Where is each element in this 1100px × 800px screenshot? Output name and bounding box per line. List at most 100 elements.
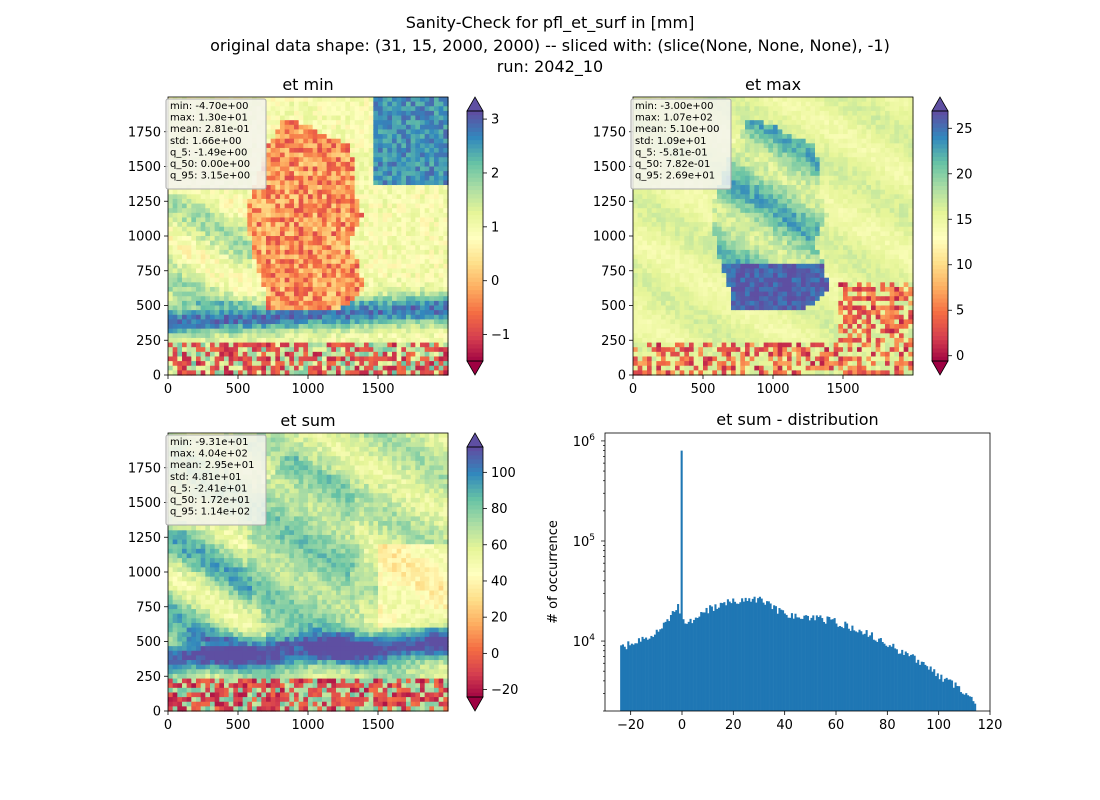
heatmap-cell <box>242 203 248 209</box>
heatmap-cell <box>396 249 402 256</box>
heatmap-cell <box>172 249 178 256</box>
heatmap-cell <box>665 361 671 367</box>
heatmap-cell <box>172 337 178 344</box>
heatmap-cell <box>731 189 737 195</box>
heatmap-cell <box>373 314 379 320</box>
heatmap-cell <box>406 240 412 246</box>
heatmap-cell <box>331 273 337 279</box>
heatmap-cell <box>266 217 272 223</box>
heatmap-cell <box>438 106 444 112</box>
heatmap-cell <box>270 314 276 320</box>
heatmap-cell <box>326 305 332 311</box>
heatmap-cell <box>392 180 398 186</box>
heatmap-cell <box>364 236 370 242</box>
heatmap-cell <box>665 310 671 316</box>
heatmap-cell <box>387 333 393 339</box>
heatmap-cell <box>401 194 407 200</box>
heatmap-cell <box>289 129 295 135</box>
heatmap-cell <box>303 356 309 362</box>
heatmap-cell <box>186 245 192 251</box>
heatmap-cell <box>424 124 430 131</box>
heatmap-cell <box>661 268 667 274</box>
heatmap-cell <box>168 277 174 283</box>
heatmap-cell <box>633 310 639 316</box>
heatmap-cell <box>252 240 258 246</box>
heatmap-cell <box>670 356 676 362</box>
heatmap-cell <box>642 236 648 242</box>
heatmap-cell <box>364 194 370 200</box>
heatmap-cell <box>410 217 416 223</box>
heatmap-cell <box>238 236 244 242</box>
heatmap-cell <box>396 268 402 274</box>
heatmap-cell <box>401 324 407 330</box>
heatmap-cell <box>228 314 234 320</box>
heatmap-cell <box>205 351 211 358</box>
heatmap-cell <box>168 203 174 209</box>
heatmap-cell <box>684 231 690 237</box>
heatmap-cell <box>186 351 192 358</box>
heatmap-cell <box>410 124 416 131</box>
heatmap-cell <box>679 226 685 232</box>
heatmap-cell <box>200 254 206 260</box>
heatmap-cell <box>415 282 421 288</box>
heatmap-cell <box>670 342 676 348</box>
heatmap-cell <box>698 203 704 209</box>
heatmap-cell <box>401 305 407 311</box>
heatmap-cell <box>247 236 253 242</box>
heatmap-cell <box>364 356 370 362</box>
heatmap-cell <box>270 286 276 293</box>
heatmap-cell <box>637 328 643 334</box>
heatmap-cell <box>256 328 262 334</box>
heatmap-cell <box>665 212 671 219</box>
heatmap-cell <box>331 212 337 219</box>
heatmap-cell <box>434 342 440 348</box>
heatmap-cell <box>368 217 374 223</box>
heatmap-cell <box>331 157 337 163</box>
heatmap-cell <box>350 342 356 348</box>
heatmap-cell <box>382 147 388 154</box>
heatmap-cell <box>387 194 393 200</box>
heatmap-cell <box>410 305 416 311</box>
heatmap-cell <box>336 203 342 209</box>
heatmap-cell <box>270 245 276 251</box>
heatmap-cell <box>410 268 416 274</box>
heatmap-cell <box>331 171 337 177</box>
heatmap-cell <box>317 222 323 228</box>
heatmap-cell <box>308 259 314 265</box>
heatmap-cell <box>443 212 449 219</box>
heatmap-cell <box>345 347 351 353</box>
heatmap-cell <box>275 115 281 121</box>
heatmap-cell <box>373 259 379 265</box>
heatmap-cell <box>373 129 379 135</box>
heatmap-cell <box>350 115 356 121</box>
heatmap-cell <box>168 286 174 293</box>
heatmap-cell <box>647 361 653 367</box>
heatmap-cell <box>406 356 412 362</box>
heatmap-cell <box>322 171 328 177</box>
heatmap-cell <box>689 305 695 311</box>
heatmap-cell <box>401 208 407 214</box>
heatmap-cell <box>336 273 342 279</box>
heatmap-cell <box>670 370 676 376</box>
heatmap-cell <box>392 203 398 209</box>
heatmap-cell <box>298 319 304 325</box>
heatmap-cell <box>665 337 671 344</box>
heatmap-cell <box>689 259 695 265</box>
heatmap-cell <box>651 296 657 302</box>
heatmap-cell <box>731 161 737 168</box>
heatmap-cell <box>210 296 216 302</box>
heatmap-cell <box>637 361 643 367</box>
heatmap-cell <box>340 212 346 219</box>
heatmap-cell <box>331 296 337 302</box>
heatmap-cell <box>401 236 407 242</box>
colorbar-segment <box>467 181 483 187</box>
heatmap-cell <box>675 231 681 237</box>
heatmap-cell <box>289 361 295 367</box>
heatmap-cell <box>275 185 281 191</box>
heatmap-cell <box>336 120 342 126</box>
heatmap-cell <box>651 361 657 367</box>
heatmap-cell <box>707 268 713 274</box>
heatmap-cell <box>275 365 281 371</box>
heatmap-cell <box>354 333 360 339</box>
heatmap-cell <box>284 110 290 117</box>
